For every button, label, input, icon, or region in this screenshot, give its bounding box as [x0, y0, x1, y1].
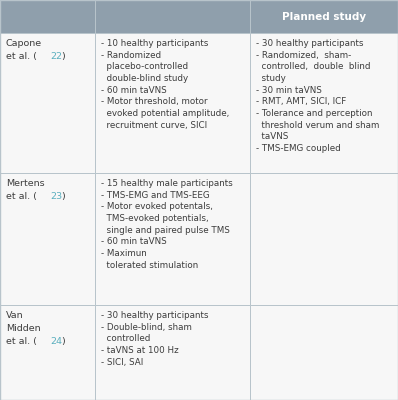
Text: Capone: Capone [6, 39, 42, 48]
Text: ): ) [61, 192, 64, 201]
Bar [250, 33, 398, 173]
Text: et al. (: et al. ( [6, 192, 37, 201]
Bar [95, 33, 250, 173]
Text: 22: 22 [50, 52, 62, 61]
Text: Mertens: Mertens [6, 179, 45, 188]
Bar [95, 305, 250, 400]
Text: et al. (: et al. ( [6, 52, 37, 61]
Text: - 30 healthy participants
- Double-blind, sham
  controlled
- taVNS at 100 Hz
- : - 30 healthy participants - Double-blind… [101, 311, 209, 367]
Text: 23: 23 [50, 192, 62, 201]
Bar [0, 305, 95, 400]
Bar [95, 0, 250, 33]
Bar [95, 173, 250, 305]
Bar [250, 173, 398, 305]
Text: ): ) [61, 337, 64, 346]
Bar [0, 0, 95, 33]
Bar [0, 173, 95, 305]
Bar [0, 33, 95, 173]
Text: Midden: Midden [6, 324, 41, 333]
Text: et al. (: et al. ( [6, 337, 37, 346]
Text: Planned study: Planned study [282, 12, 366, 22]
Text: ): ) [61, 52, 64, 61]
Text: - 10 healthy participants
- Randomized
  placebo-controlled
  double-blind study: - 10 healthy participants - Randomized p… [101, 39, 229, 130]
Text: - 30 healthy participants
- Randomized,  sham-
  controlled,  double  blind
  st: - 30 healthy participants - Randomized, … [256, 39, 379, 153]
Text: Van: Van [6, 311, 23, 320]
Bar [250, 305, 398, 400]
Bar [250, 0, 398, 33]
Text: - 15 healthy male participants
- TMS-EMG and TMS-EEG
- Motor evoked potentals,
 : - 15 healthy male participants - TMS-EMG… [101, 179, 233, 270]
Text: 24: 24 [50, 337, 62, 346]
